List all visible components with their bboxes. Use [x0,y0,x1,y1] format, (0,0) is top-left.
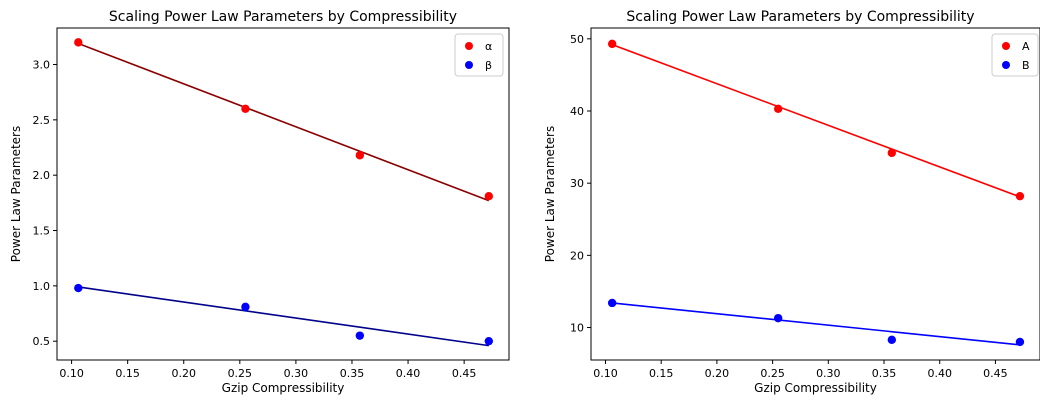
data-point [887,335,897,344]
chart-2: Scaling Power Law Parameters by Compress… [543,9,1040,395]
x-tick-label: 0.25 [228,367,253,380]
x-tick-label: 0.40 [927,367,952,380]
chart-title: Scaling Power Law Parameters by Compress… [109,9,457,25]
data-point [74,283,83,293]
legend: αβ [454,33,504,77]
legend-box [454,33,504,77]
x-axis-label: Gzip Compressibility [754,381,877,395]
y-tick-label: 2.0 [33,169,51,182]
x-tick-label: 0.20 [171,367,196,380]
data-point [74,38,83,47]
data-point [484,192,494,201]
x-tick-label: 0.15 [115,367,140,380]
data-point [773,313,783,323]
legend-marker [1002,42,1010,50]
x-tick-label: 0.30 [816,367,841,380]
legend-label: α [485,40,492,53]
y-axis-label: Power Law Parameters [9,126,23,262]
legend-marker [1002,61,1010,69]
legend-marker [465,42,473,50]
x-tick-label: 0.45 [983,367,1008,380]
chart-1: Scaling Power Law Parameters by Compress… [9,9,510,395]
x-tick-label: 0.35 [340,367,365,380]
fit-line-1 [611,43,1021,198]
x-tick-label: 0.35 [872,367,897,380]
legend-box [991,33,1039,77]
y-tick-label: 1.0 [33,280,51,293]
chart-title: Scaling Power Law Parameters by Compress… [626,9,974,25]
plot-frame [56,27,510,361]
x-tick-label: 0.10 [59,367,84,380]
legend-marker [465,61,473,69]
y-tick-label: 10 [570,322,584,335]
y-tick-label: 20 [570,249,584,262]
x-tick-label: 0.25 [760,367,785,380]
data-point [607,298,617,308]
legend-label: B [1022,59,1030,72]
data-point [241,302,250,312]
legend-label: β [485,59,492,72]
legend: AB [991,33,1039,77]
data-point [355,151,365,160]
plot-frame [590,27,1040,361]
data-point [607,39,617,49]
y-axis-label: Power Law Parameters [543,126,557,262]
y-tick-label: 0.5 [33,335,51,348]
x-tick-label: 0.30 [284,367,309,380]
fit-line-2 [612,302,1021,346]
y-tick-label: 1.5 [33,225,51,238]
legend-label: A [1022,40,1030,53]
fit-line-1 [78,42,490,202]
y-tick-label: 2.5 [33,114,51,127]
data-point [1015,337,1025,347]
data-point [241,104,250,113]
y-tick-label: 3.0 [33,59,51,72]
x-tick-label: 0.20 [705,367,730,380]
x-tick-label: 0.45 [452,367,477,380]
y-tick-label: 50 [570,33,584,46]
data-point [484,336,494,346]
data-point [1015,191,1025,201]
x-axis-label: Gzip Compressibility [222,381,345,395]
data-point [887,148,897,158]
x-tick-label: 0.15 [649,367,674,380]
data-point [773,104,783,114]
fit-line-2 [78,286,489,347]
y-tick-label: 30 [570,177,584,190]
y-tick-label: 40 [570,105,584,118]
data-point [355,331,365,340]
x-tick-label: 0.10 [593,367,618,380]
x-tick-label: 0.40 [396,367,421,380]
